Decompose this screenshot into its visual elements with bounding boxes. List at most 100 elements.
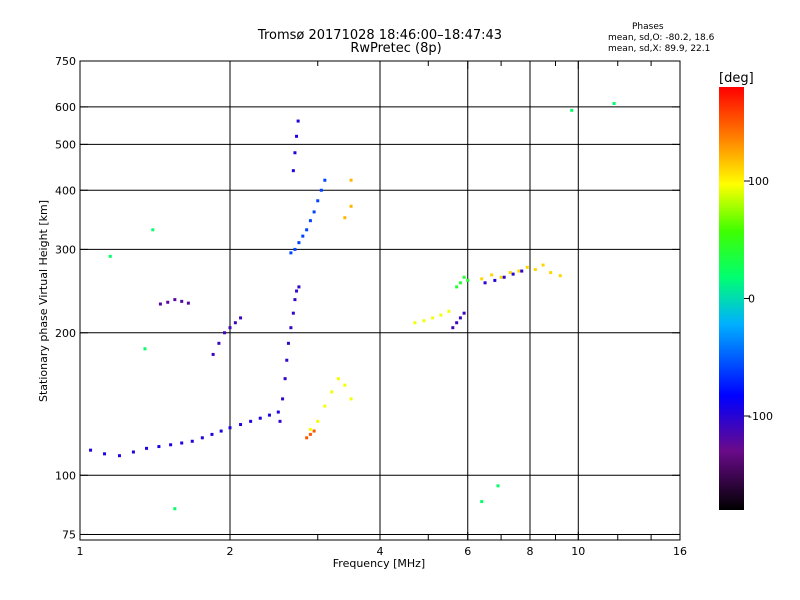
data-point (462, 311, 466, 315)
x-tick-label: 6 (464, 545, 471, 558)
data-point (490, 273, 494, 277)
y-tick-label: 300 (55, 243, 76, 256)
data-point (508, 271, 512, 275)
data-point (343, 383, 347, 387)
data-point (289, 251, 293, 255)
data-point (525, 265, 529, 269)
data-point (158, 302, 162, 306)
data-point (228, 426, 232, 430)
data-point (349, 204, 353, 208)
y-tick-label: 750 (55, 55, 76, 68)
data-point (305, 228, 309, 232)
data-point (517, 269, 521, 273)
data-point (108, 254, 112, 258)
phase-stats-x-mode: mean, sd,X: 89.9, 22.1 (608, 44, 711, 54)
colorbar (719, 87, 744, 510)
data-point (422, 319, 426, 323)
x-tick-label: 8 (527, 545, 534, 558)
data-point (455, 285, 459, 289)
data-point (157, 445, 161, 449)
data-point (541, 263, 545, 267)
data-point (316, 419, 320, 423)
data-point (549, 271, 553, 275)
data-point (323, 178, 327, 182)
y-axis-label: Stationary phase Virtual Height [km] (37, 200, 50, 402)
chart-subtitle: RwPretec (8p) (350, 41, 442, 56)
data-point (323, 404, 327, 408)
data-point (169, 443, 173, 447)
data-point (166, 300, 170, 304)
data-point (349, 178, 353, 182)
data-point (458, 316, 462, 320)
data-point (173, 507, 177, 511)
data-point (462, 275, 466, 279)
data-point (289, 326, 293, 330)
data-point (431, 316, 435, 320)
data-point (145, 446, 149, 450)
data-point (319, 188, 323, 192)
x-tick-label: 4 (377, 545, 384, 558)
data-point (336, 377, 340, 381)
data-point (285, 358, 289, 362)
data-point (180, 441, 184, 445)
data-point (267, 413, 271, 417)
data-point (520, 269, 524, 273)
data-point (211, 352, 215, 356)
data-point (296, 119, 300, 123)
data-point (143, 347, 147, 351)
data-point (286, 341, 290, 345)
data-point (180, 299, 184, 303)
data-point (413, 321, 417, 325)
data-point (570, 108, 574, 112)
data-point (451, 326, 455, 330)
colorbar-tick-label: 100 (748, 175, 769, 188)
data-point (210, 432, 214, 436)
data-point (305, 436, 309, 440)
x-tick-label: 10 (571, 545, 585, 558)
y-tick-label: 100 (55, 469, 76, 482)
data-point (316, 199, 320, 203)
x-tick-label: 1 (77, 545, 84, 558)
phase-stats-title: Phases (632, 22, 664, 32)
data-point (312, 429, 316, 433)
data-point (439, 313, 443, 317)
data-point (219, 429, 223, 433)
colorbar-tick-label: -100 (748, 410, 773, 423)
y-tick-label: 500 (55, 138, 76, 151)
y-tick-label: 600 (55, 101, 76, 114)
data-point (308, 219, 312, 223)
data-point (228, 326, 232, 330)
data-point (293, 151, 297, 155)
chart-title: Tromsø 20171028 18:46:00–18:47:43 (257, 28, 503, 43)
data-point (200, 436, 204, 440)
data-point (612, 101, 616, 105)
data-point (496, 484, 500, 488)
data-point (558, 274, 562, 278)
data-point (349, 397, 353, 401)
data-point (295, 134, 299, 138)
y-tick-label: 200 (55, 327, 76, 340)
data-point (312, 210, 316, 214)
data-point (186, 301, 190, 305)
data-point (239, 316, 243, 320)
data-point (308, 432, 312, 436)
data-point (258, 416, 262, 420)
data-point (283, 377, 287, 381)
data-point (291, 311, 295, 315)
colorbar-tick-label: 0 (748, 293, 755, 306)
x-tick-label: 2 (227, 545, 234, 558)
data-point (151, 228, 155, 232)
data-point (297, 241, 301, 245)
data-point (278, 419, 282, 423)
data-point (249, 419, 253, 423)
data-point (483, 281, 487, 285)
y-tick-label: 75 (62, 528, 76, 541)
x-tick-label: 16 (673, 545, 687, 558)
data-point (233, 321, 237, 325)
x-axis-label: Frequency [MHz] (333, 557, 425, 570)
data-point (493, 278, 497, 282)
data-point (308, 427, 312, 431)
data-point (103, 452, 107, 456)
data-point (173, 298, 177, 302)
